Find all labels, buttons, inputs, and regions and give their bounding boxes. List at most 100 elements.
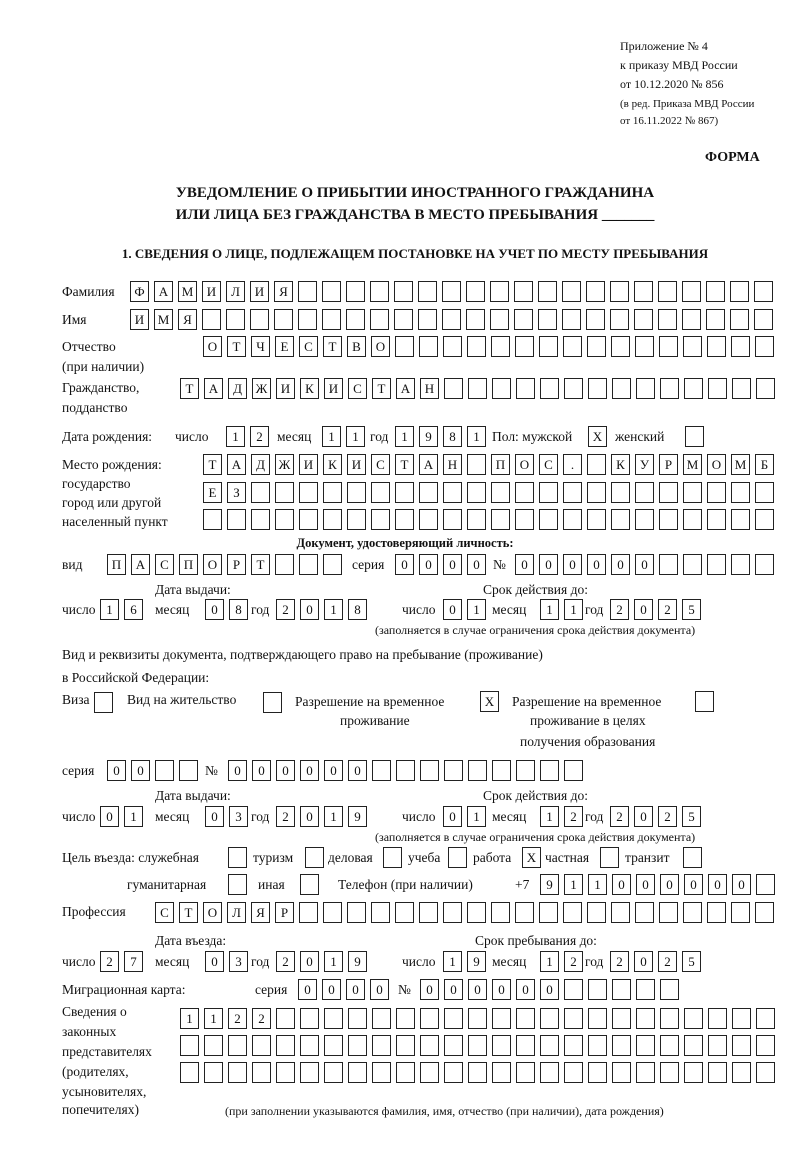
char-cell[interactable] — [730, 281, 749, 302]
char-cell[interactable] — [588, 1062, 607, 1083]
char-cell[interactable] — [274, 309, 293, 330]
char-cell[interactable] — [420, 1062, 439, 1083]
char-cell[interactable] — [540, 1008, 559, 1029]
char-cell[interactable] — [491, 482, 510, 503]
char-cell[interactable] — [419, 336, 438, 357]
char-cell[interactable] — [418, 309, 437, 330]
char-cell[interactable]: Л — [227, 902, 246, 923]
char-cell[interactable] — [755, 482, 774, 503]
char-cell[interactable] — [251, 509, 270, 530]
char-cell[interactable] — [564, 378, 583, 399]
char-cell[interactable]: Т — [251, 554, 270, 575]
char-cell[interactable]: Д — [251, 454, 270, 475]
char-cell[interactable]: 0 — [443, 554, 462, 575]
char-cell[interactable]: 0 — [587, 554, 606, 575]
char-cell[interactable]: 1 — [324, 951, 343, 972]
char-cell[interactable]: Ж — [252, 378, 271, 399]
char-cell[interactable] — [300, 1062, 319, 1083]
char-cell[interactable] — [370, 281, 389, 302]
char-cell[interactable] — [587, 454, 606, 475]
char-cell[interactable]: 0 — [100, 806, 119, 827]
char-cell[interactable]: 1 — [467, 806, 486, 827]
char-cell[interactable]: Я — [251, 902, 270, 923]
char-cell[interactable]: X — [522, 847, 541, 868]
char-cell[interactable]: 1 — [204, 1008, 223, 1029]
char-cell[interactable] — [371, 509, 390, 530]
char-cell[interactable]: 0 — [300, 760, 319, 781]
char-cell[interactable]: Ч — [251, 336, 270, 357]
char-cell[interactable]: М — [731, 454, 750, 475]
char-cell[interactable] — [563, 482, 582, 503]
char-cell[interactable] — [732, 1062, 751, 1083]
char-cell[interactable]: 0 — [708, 874, 727, 895]
char-cell[interactable]: 0 — [611, 554, 630, 575]
char-cell[interactable] — [660, 1035, 679, 1056]
char-cell[interactable] — [323, 482, 342, 503]
char-cell[interactable] — [299, 902, 318, 923]
char-cell[interactable]: Ф — [130, 281, 149, 302]
char-cell[interactable] — [180, 1062, 199, 1083]
char-cell[interactable] — [731, 509, 750, 530]
char-cell[interactable] — [396, 1062, 415, 1083]
char-cell[interactable] — [467, 482, 486, 503]
char-cell[interactable]: 0 — [322, 979, 341, 1000]
char-cell[interactable] — [636, 1008, 655, 1029]
char-cell[interactable]: 0 — [540, 979, 559, 1000]
char-cell[interactable] — [706, 281, 725, 302]
char-cell[interactable] — [226, 309, 245, 330]
char-cell[interactable] — [371, 482, 390, 503]
char-cell[interactable]: Р — [275, 902, 294, 923]
char-cell[interactable]: 0 — [298, 979, 317, 1000]
char-cell[interactable] — [443, 902, 462, 923]
char-cell[interactable] — [180, 1035, 199, 1056]
char-cell[interactable] — [467, 902, 486, 923]
char-cell[interactable] — [492, 378, 511, 399]
char-cell[interactable] — [731, 554, 750, 575]
char-cell[interactable] — [395, 509, 414, 530]
char-cell[interactable]: 0 — [205, 599, 224, 620]
char-cell[interactable] — [442, 281, 461, 302]
char-cell[interactable]: Т — [179, 902, 198, 923]
char-cell[interactable] — [263, 692, 282, 713]
char-cell[interactable]: Д — [228, 378, 247, 399]
char-cell[interactable] — [587, 336, 606, 357]
char-cell[interactable] — [611, 902, 630, 923]
char-cell[interactable] — [587, 482, 606, 503]
char-cell[interactable] — [372, 1062, 391, 1083]
char-cell[interactable] — [684, 1035, 703, 1056]
char-cell[interactable] — [395, 336, 414, 357]
char-cell[interactable] — [275, 554, 294, 575]
char-cell[interactable] — [203, 509, 222, 530]
char-cell[interactable]: 1 — [588, 874, 607, 895]
char-cell[interactable]: 1 — [226, 426, 245, 447]
char-cell[interactable]: О — [203, 902, 222, 923]
char-cell[interactable] — [731, 336, 750, 357]
char-cell[interactable] — [155, 760, 174, 781]
char-cell[interactable] — [708, 378, 727, 399]
char-cell[interactable] — [394, 281, 413, 302]
char-cell[interactable] — [708, 1035, 727, 1056]
char-cell[interactable] — [659, 509, 678, 530]
char-cell[interactable] — [468, 1062, 487, 1083]
char-cell[interactable]: 0 — [539, 554, 558, 575]
char-cell[interactable] — [682, 309, 701, 330]
char-cell[interactable]: 2 — [564, 951, 583, 972]
char-cell[interactable] — [228, 847, 247, 868]
char-cell[interactable] — [588, 1035, 607, 1056]
char-cell[interactable] — [610, 281, 629, 302]
char-cell[interactable]: Т — [395, 454, 414, 475]
char-cell[interactable]: 0 — [634, 599, 653, 620]
char-cell[interactable] — [658, 309, 677, 330]
char-cell[interactable]: 5 — [682, 951, 701, 972]
char-cell[interactable] — [468, 1035, 487, 1056]
char-cell[interactable] — [251, 482, 270, 503]
char-cell[interactable] — [298, 309, 317, 330]
char-cell[interactable]: И — [130, 309, 149, 330]
char-cell[interactable] — [754, 309, 773, 330]
char-cell[interactable] — [563, 902, 582, 923]
char-cell[interactable]: Ж — [275, 454, 294, 475]
char-cell[interactable] — [540, 1035, 559, 1056]
char-cell[interactable]: 2 — [658, 806, 677, 827]
char-cell[interactable]: 7 — [124, 951, 143, 972]
char-cell[interactable] — [276, 1062, 295, 1083]
